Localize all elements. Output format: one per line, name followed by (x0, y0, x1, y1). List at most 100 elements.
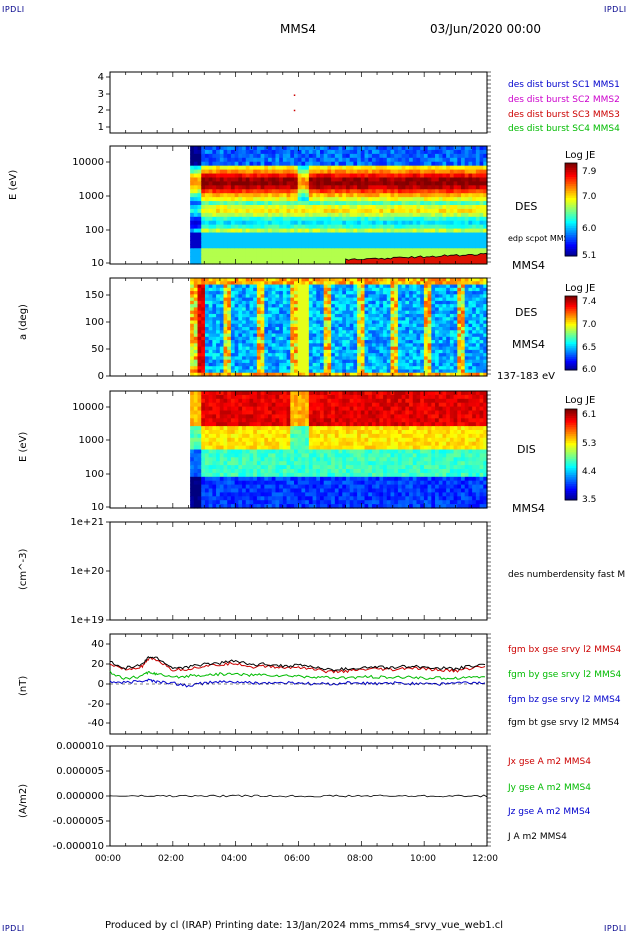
heatmap-cell (197, 216, 202, 222)
heatmap-cell (264, 185, 269, 190)
heatmap-cell (282, 153, 288, 159)
heatmap-cell (230, 256, 236, 261)
heatmap-cell (201, 260, 206, 265)
heatmap-cell (323, 201, 329, 206)
heatmap-cell (230, 330, 236, 335)
heatmap-cell (468, 313, 473, 318)
burst-legend-mms1: des dist burst SC1 MMS1 (508, 80, 620, 90)
heatmap-cell (212, 362, 217, 367)
heatmap-cell (216, 300, 221, 305)
heatmap-cell (431, 317, 436, 322)
heatmap-cell (234, 372, 239, 377)
heatmap-cell (253, 228, 258, 234)
heatmap-cell (297, 349, 303, 354)
heatmap-cell (249, 330, 254, 335)
heatmap-cell (349, 216, 354, 222)
des-pitch-cb-tick-2: 6.5 (582, 343, 597, 353)
heatmap-cell (353, 232, 358, 238)
heatmap-cell (379, 284, 384, 289)
heatmap-cell (353, 157, 358, 163)
heatmap-cell (204, 236, 210, 241)
heatmap-cell (238, 197, 243, 202)
heatmap-cell (427, 201, 432, 206)
heatmap-cell (234, 366, 239, 371)
heatmap-cell (201, 149, 206, 155)
heatmap-cell (453, 149, 458, 155)
heatmap-cell (338, 153, 343, 159)
heatmap-cell (401, 220, 406, 226)
heatmap-cell (435, 278, 440, 282)
heatmap-cell (412, 212, 418, 218)
heatmap-cell (390, 252, 395, 257)
heatmap-cell (204, 449, 210, 454)
heatmap-cell (227, 317, 232, 322)
heatmap-cell (286, 294, 291, 299)
heatmap-cell (394, 173, 399, 179)
heatmap-cell (253, 327, 258, 331)
heatmap-cell (446, 366, 451, 371)
heatmap-cell (449, 224, 455, 230)
heatmap-cell (342, 349, 347, 354)
heatmap-cell (431, 157, 436, 163)
heatmap-cell (290, 327, 295, 331)
heatmap-cell (442, 340, 447, 344)
heatmap-cell (334, 356, 340, 361)
heatmap-cell (227, 356, 232, 361)
heatmap-cell (368, 193, 373, 198)
heatmap-cell (397, 291, 403, 295)
heatmap-cell (397, 224, 403, 230)
heatmap-cell (323, 185, 329, 190)
heatmap-cell (342, 201, 347, 206)
heatmap-cell (375, 327, 380, 331)
heatmap-cell (446, 330, 451, 335)
heatmap-cell (212, 366, 217, 371)
heatmap-cell (342, 177, 347, 182)
heatmap-cell (420, 149, 425, 155)
heatmap-cell (345, 173, 351, 179)
heatmap-cell (204, 165, 210, 171)
heatmap-cell (286, 169, 291, 175)
heatmap-cell (349, 153, 354, 159)
heatmap-cell (420, 212, 425, 218)
heatmap-cell (227, 224, 232, 230)
heatmap-cell (360, 212, 366, 218)
heatmap-cell (271, 327, 277, 331)
heatmap-cell (446, 212, 451, 218)
heatmap-cell (464, 228, 470, 234)
heatmap-cell (201, 157, 206, 163)
heatmap-cell (461, 181, 466, 186)
heatmap-cell (357, 161, 362, 167)
heatmap-cell (375, 153, 380, 159)
heatmap-cell (438, 281, 444, 286)
heatmap-cell (227, 330, 232, 335)
heatmap-cell (442, 173, 447, 179)
heatmap-cell (219, 297, 225, 302)
heatmap-cell (353, 294, 358, 299)
heatmap-cell (279, 297, 284, 302)
heatmap-cell (457, 220, 462, 226)
heatmap-cell (197, 476, 202, 482)
heatmap-cell (483, 236, 488, 241)
heatmap-cell (360, 189, 366, 194)
heatmap-cell (308, 220, 314, 226)
heatmap-cell (204, 281, 210, 286)
heatmap-cell (449, 216, 455, 222)
heatmap-cell (260, 244, 265, 249)
heatmap-cell (401, 205, 406, 210)
heatmap-cell (371, 333, 377, 338)
heatmap-cell (197, 260, 202, 265)
heatmap-cell (216, 340, 221, 344)
heatmap-cell (271, 185, 277, 190)
heatmap-cell (275, 281, 280, 286)
heatmap-cell (249, 281, 254, 286)
heatmap-cell (334, 220, 340, 226)
heatmap-cell (397, 169, 403, 175)
heatmap-cell (305, 232, 310, 238)
heatmap-cell (438, 369, 444, 374)
heatmap-cell (461, 281, 466, 286)
heatmap-cell (394, 205, 399, 210)
heatmap-cell (383, 353, 388, 357)
heatmap-cell (383, 317, 388, 322)
heatmap-cell (383, 307, 388, 312)
heatmap-cell (461, 287, 466, 292)
